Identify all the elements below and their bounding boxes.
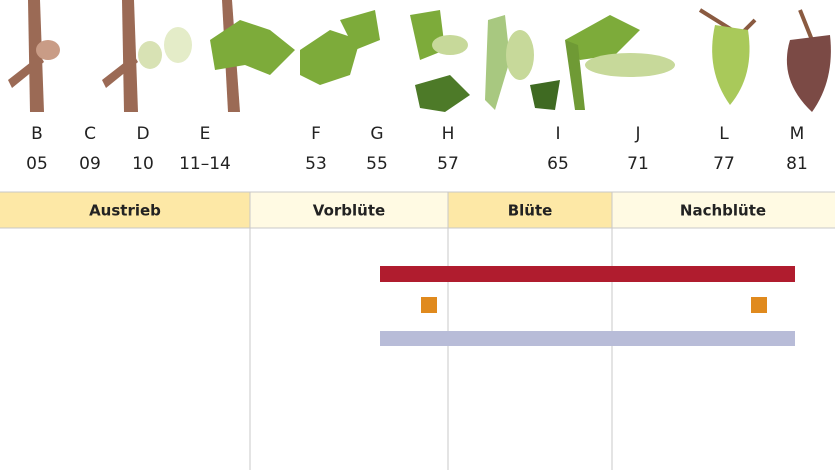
stage-code: 71: [627, 154, 649, 174]
stage-letter: E: [200, 124, 211, 144]
stage-letter: D: [136, 124, 149, 144]
stage-code: 65: [547, 154, 569, 174]
stage-code: 11–14: [179, 154, 231, 174]
stage-code: 09: [79, 154, 101, 174]
phenology-diagram: B 05 C 09 D 10 E 11–14 F 53 G 55 H 57 I 65 J 71 L 77 M 81 Aust…: [0, 0, 835, 470]
blue-bar: [380, 331, 795, 346]
stage-illustrations: [8, 0, 831, 112]
stage-letter: M: [790, 124, 805, 144]
stage-letter: J: [634, 124, 640, 144]
stage-letter: F: [311, 124, 321, 144]
stage-code: 53: [305, 154, 327, 174]
stage-code: 81: [786, 154, 808, 174]
red-bar: [380, 266, 795, 282]
orange-marker: [751, 297, 767, 313]
phase-label: Austrieb: [89, 202, 161, 220]
phase-label: Nachblüte: [680, 202, 766, 220]
stage-code: 05: [26, 154, 48, 174]
page: B 05 C 09 D 10 E 11–14 F 53 G 55 H 57 I 65 J 71 L 77 M 81 Aust…: [0, 0, 835, 470]
stage-code: 10: [132, 154, 154, 174]
orange-marker: [421, 297, 437, 313]
stage-letter: L: [719, 124, 729, 144]
stage-letter: I: [555, 124, 560, 144]
stage-letter: H: [442, 124, 455, 144]
stage-letter: C: [84, 124, 96, 144]
stage-letter: B: [31, 124, 43, 144]
phase-label: Blüte: [508, 202, 553, 220]
phase-label: Vorblüte: [313, 202, 385, 220]
stage-code: 57: [437, 154, 459, 174]
stage-letter: G: [370, 124, 383, 144]
stage-code: 77: [713, 154, 735, 174]
stage-code: 55: [366, 154, 388, 174]
